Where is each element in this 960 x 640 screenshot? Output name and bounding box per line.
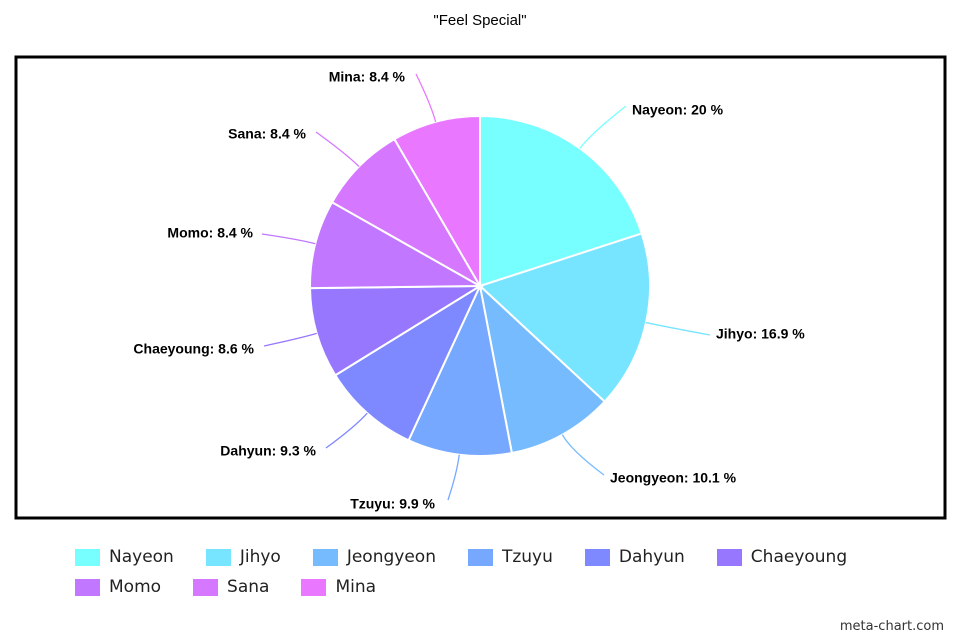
- legend-item-jeongyeon[interactable]: Jeongyeon: [312, 546, 436, 568]
- connector-line-sana: [315, 131, 360, 168]
- pie-slice-momo[interactable]: [309, 200, 484, 290]
- legend-item-mina[interactable]: Mina: [301, 576, 376, 598]
- connector-line-tzuyu: [447, 454, 460, 501]
- legend-swatch: [312, 548, 338, 566]
- legend-swatch: [75, 578, 100, 596]
- legend-item-momo[interactable]: Momo: [75, 576, 161, 598]
- connector-line-jeongyeon: [561, 434, 605, 476]
- legend-label: Jihyo: [239, 547, 281, 567]
- legend-label: Chaeyoung: [750, 547, 848, 567]
- data-label-dahyun: Dahyun: 9.3 %: [220, 443, 316, 459]
- data-label-tzuyu: Tzuyu: 9.9 %: [350, 496, 435, 512]
- legend-item-dahyun[interactable]: Dahyun: [584, 546, 685, 568]
- legend-item-jihyo[interactable]: Jihyo: [205, 546, 281, 568]
- pie-slice-mina[interactable]: [393, 114, 481, 290]
- legend-label: Dahyun: [618, 547, 685, 567]
- pie-slice-jihyo[interactable]: [478, 232, 651, 404]
- legend-item-nayeon[interactable]: Nayeon: [75, 546, 174, 568]
- legend-swatch: [716, 548, 742, 566]
- legend-label: Jeongyeon: [346, 547, 436, 567]
- legend-label: Mina: [335, 577, 377, 597]
- data-label-jeongyeon: Jeongyeon: 10.1 %: [610, 470, 737, 486]
- pie-slice-chaeyoung[interactable]: [309, 284, 484, 377]
- legend-swatch: [584, 548, 610, 566]
- chart-title: "Feel Special": [433, 12, 527, 29]
- legend-label: Momo: [109, 577, 162, 597]
- legend-swatch: [193, 578, 219, 596]
- connector-line-jihyo: [645, 321, 711, 336]
- legend-item-sana[interactable]: Sana: [193, 576, 269, 598]
- legend-swatch: [467, 548, 493, 566]
- data-label-chaeyoung: Chaeyoung: 8.6 %: [133, 341, 254, 357]
- data-label-jihyo: Jihyo: 16.9 %: [716, 326, 805, 342]
- connector-line-nayeon: [579, 105, 627, 149]
- legend-swatch: [205, 548, 231, 566]
- pie-slice-jeongyeon[interactable]: [478, 283, 607, 455]
- legend-label: Tzuyu: [501, 547, 553, 567]
- connector-line-mina: [415, 73, 437, 123]
- watermark: meta-chart.com: [839, 619, 944, 634]
- pie-slice-sana[interactable]: [330, 137, 483, 289]
- plot-area-border: [14, 55, 947, 520]
- connector-line-chaeyoung: [263, 332, 317, 347]
- data-label-momo: Momo: 8.4 %: [167, 225, 253, 241]
- legend-label: Nayeon: [109, 547, 174, 567]
- legend-item-tzuyu[interactable]: Tzuyu: [467, 546, 553, 568]
- connector-line-dahyun: [325, 412, 368, 449]
- legend-swatch: [301, 578, 327, 596]
- data-label-sana: Sana: 8.4 %: [228, 126, 306, 142]
- legend-label: Sana: [227, 577, 270, 597]
- connector-line-momo: [261, 233, 316, 245]
- legend: Nayeon Jihyo Jeongyeon Tzuyu Dahyun Chaeyoung…: [75, 546, 915, 598]
- legend-swatch: [75, 548, 100, 566]
- legend-item-chaeyoung[interactable]: Chaeyoung: [716, 546, 848, 568]
- data-label-mina: Mina: 8.4 %: [329, 69, 406, 85]
- data-label-nayeon: Nayeon: 20 %: [632, 102, 724, 118]
